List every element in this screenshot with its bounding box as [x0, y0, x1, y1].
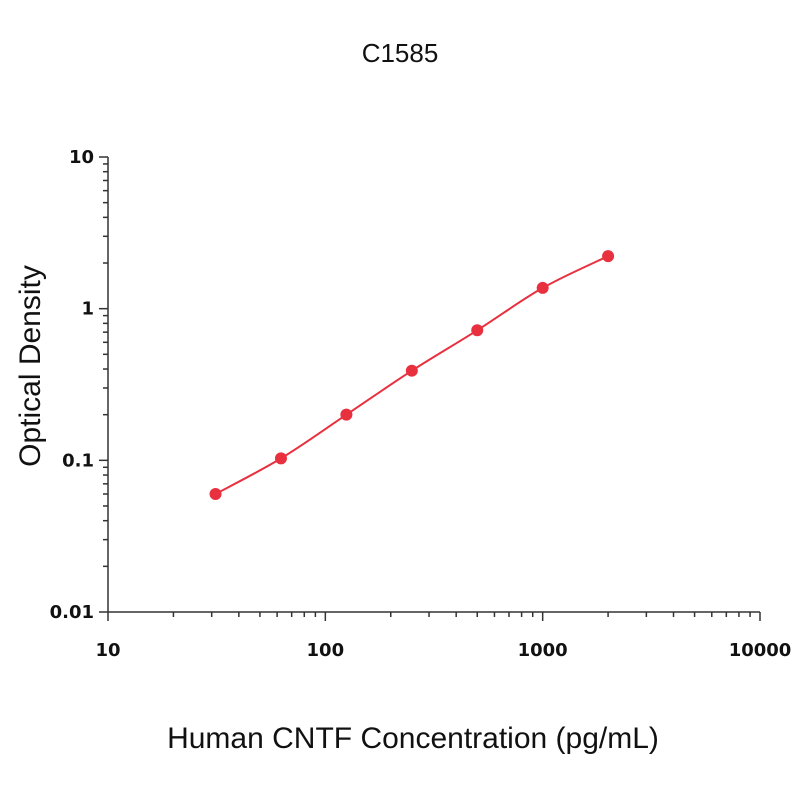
- y-tick-label: 0.01: [50, 602, 94, 623]
- data-point: [405, 364, 418, 377]
- axis-ticks: [99, 156, 761, 621]
- data-point: [274, 452, 287, 465]
- x-tick-label: 100: [307, 640, 345, 661]
- y-axis-label: Optical Density: [14, 265, 47, 467]
- x-tick-label: 1000: [518, 640, 568, 661]
- data-point: [340, 408, 353, 421]
- x-tick-label: 10000: [729, 640, 792, 661]
- y-tick-label: 1: [81, 299, 94, 320]
- x-axis-label: Human CNTF Concentration (pg/mL): [167, 722, 659, 755]
- data-point: [209, 487, 222, 500]
- plot-area: [209, 250, 615, 500]
- data-point: [602, 250, 615, 263]
- tick-labels: 10 100 1000 10000 0.01 0.1 1 10: [50, 147, 792, 661]
- data-point: [536, 281, 549, 294]
- chart-title: C1585: [362, 38, 439, 68]
- y-tick-label: 10: [69, 147, 94, 168]
- y-tick-label: 0.1: [62, 450, 94, 471]
- data-point: [471, 324, 484, 337]
- x-tick-label: 10: [95, 640, 120, 661]
